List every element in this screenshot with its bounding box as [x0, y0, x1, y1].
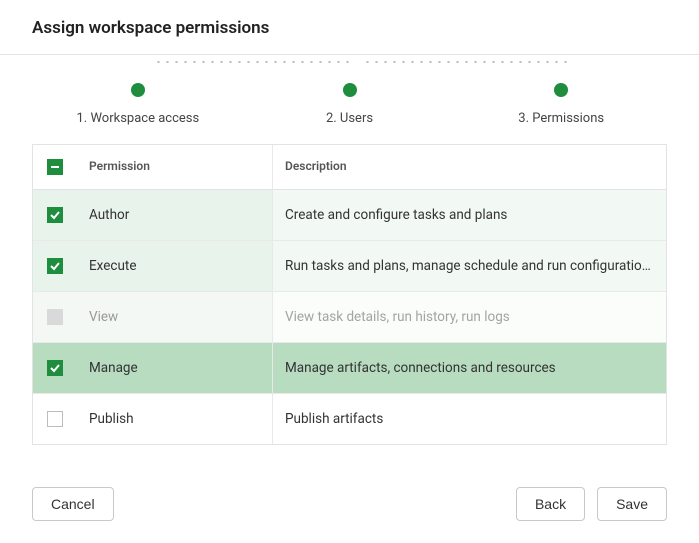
step-connector-2	[363, 61, 573, 63]
header-checkbox-cell	[33, 145, 77, 189]
permission-name: Author	[77, 190, 272, 240]
permission-description: Publish artifacts	[272, 394, 666, 444]
permission-name: View	[77, 292, 272, 342]
indeterminate-icon	[50, 162, 60, 172]
dialog-footer: Cancel Back Save	[32, 487, 667, 521]
permission-description: Create and configure tasks and plans	[272, 190, 666, 240]
row-checkbox	[47, 309, 63, 325]
dialog-header: Assign workspace permissions	[0, 0, 699, 55]
check-icon	[50, 363, 60, 373]
permission-description: Manage artifacts, connections and resour…	[272, 343, 666, 393]
table-header-row: Permission Description	[33, 145, 666, 190]
step-users[interactable]: 2. Users	[244, 83, 456, 126]
step-label: 3. Permissions	[518, 111, 604, 126]
permission-description: View task details, run history, run logs	[272, 292, 666, 342]
step-connector-1	[154, 61, 350, 63]
table-row[interactable]: Manage Manage artifacts, connections and…	[33, 343, 666, 394]
check-icon	[50, 210, 60, 220]
row-checkbox[interactable]	[47, 207, 63, 223]
column-header-permission[interactable]: Permission	[77, 145, 272, 189]
table-row[interactable]: Execute Run tasks and plans, manage sche…	[33, 241, 666, 292]
permissions-table: Permission Description Author Create and…	[32, 144, 667, 445]
check-icon	[50, 261, 60, 271]
permission-name: Execute	[77, 241, 272, 291]
step-permissions[interactable]: 3. Permissions	[455, 83, 667, 126]
table-row[interactable]: Publish Publish artifacts	[33, 394, 666, 444]
row-checkbox[interactable]	[47, 258, 63, 274]
step-dot-icon	[554, 83, 568, 97]
table-row[interactable]: Author Create and configure tasks and pl…	[33, 190, 666, 241]
row-checkbox[interactable]	[47, 360, 63, 376]
row-checkbox[interactable]	[47, 411, 63, 427]
step-workspace-access[interactable]: 1. Workspace access	[32, 83, 244, 126]
step-label: 1. Workspace access	[76, 111, 199, 126]
cancel-button[interactable]: Cancel	[32, 487, 114, 521]
save-button[interactable]: Save	[597, 487, 667, 521]
permission-name: Publish	[77, 394, 272, 444]
step-dot-icon	[131, 83, 145, 97]
stepper: 1. Workspace access 2. Users 3. Permissi…	[0, 55, 699, 144]
table-row: View View task details, run history, run…	[33, 292, 666, 343]
permission-name: Manage	[77, 343, 272, 393]
permission-description: Run tasks and plans, manage schedule and…	[272, 241, 666, 291]
select-all-checkbox[interactable]	[47, 159, 63, 175]
step-label: 2. Users	[326, 111, 373, 126]
column-header-description[interactable]: Description	[272, 145, 666, 189]
back-button[interactable]: Back	[516, 487, 585, 521]
step-dot-icon	[343, 83, 357, 97]
dialog-title: Assign workspace permissions	[32, 18, 667, 38]
